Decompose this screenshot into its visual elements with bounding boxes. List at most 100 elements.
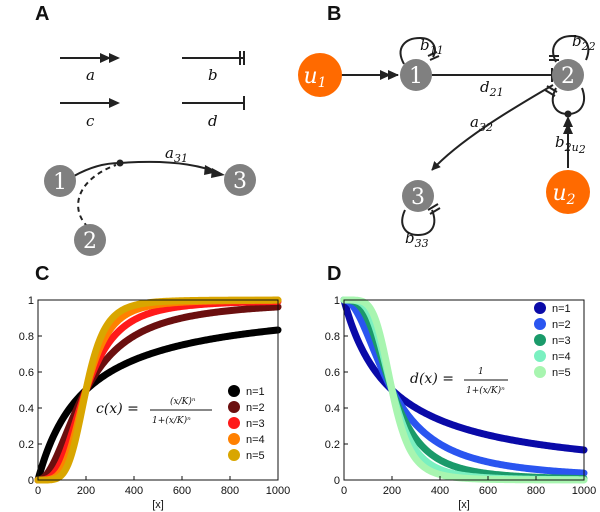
edge-label-d21: d21 [480, 78, 504, 99]
example-edge-2-to-junction [77, 164, 117, 228]
self-loop-b33 [401, 209, 436, 237]
node-2 [552, 59, 584, 91]
example-node-2-label: 2 [83, 229, 97, 254]
legend-swatch-n=4 [228, 433, 240, 445]
legend-swatch-n=2 [228, 401, 240, 413]
edge-label-a32: a32 [470, 113, 493, 134]
edge-type-c-icon [60, 98, 120, 108]
y-tick-label: 1 [334, 295, 340, 307]
edge-type-c-label: c [86, 112, 95, 130]
example-node-2 [74, 224, 106, 256]
example-arrowhead-2 [211, 168, 225, 178]
edge-u1-arrowhead-2 [388, 70, 399, 80]
y-tick-label: 0 [334, 475, 340, 487]
y-tick-label: 0.8 [325, 331, 340, 343]
input-node-u1 [298, 53, 342, 97]
formula-c-denominator: 1+(x/K)ⁿ [152, 415, 191, 426]
y-tick-label: 0.2 [19, 439, 34, 451]
legend-label-n=1: n=1 [552, 303, 571, 315]
legend-label-n=2: n=2 [246, 402, 265, 414]
legend-swatch-n=1 [228, 385, 240, 397]
legend-swatch-n=3 [534, 334, 546, 346]
formula-d-denominator: 1+(x/K)ⁿ [466, 385, 505, 396]
formula-c: c(x) = (x/K)ⁿ 1+(x/K)ⁿ [96, 396, 212, 426]
legend-swatch-n=5 [228, 449, 240, 461]
legend-label-n=3: n=3 [552, 335, 571, 347]
legend-swatch-n=4 [534, 350, 546, 362]
x-tick-label: 200 [77, 485, 95, 497]
legend-label-n=3: n=3 [246, 418, 265, 430]
node-2-label: 2 [561, 64, 575, 89]
x-tick-label: 800 [221, 485, 239, 497]
edge-2-to-3 [431, 84, 554, 171]
node-3 [402, 180, 434, 212]
y-tick-label: 0.4 [325, 403, 340, 415]
example-node-3-label: 3 [233, 169, 247, 194]
edge-u2-arrowhead-2 [563, 116, 573, 127]
legend-label-n=5: n=5 [246, 450, 265, 462]
edge-u1-arrowhead-1 [380, 70, 391, 80]
plot-frame [37, 299, 279, 481]
edge-type-d-label: d [208, 112, 218, 130]
y-tick-label: 1 [28, 295, 34, 307]
formula-d: d(x) = 1 1+(x/K)ⁿ [410, 367, 508, 396]
x-axis-label: [x] [458, 499, 470, 511]
edge-type-a-label: a [86, 66, 95, 84]
example-edge-junction-to-3 [119, 160, 220, 174]
self-loop-b33-bar-1 [427, 203, 439, 211]
legend-label-n=2: n=2 [552, 319, 571, 331]
plot-frame [343, 299, 585, 481]
edge-type-b-label: b [208, 66, 218, 84]
x-tick-label: 1000 [572, 485, 596, 497]
legend-label-n=4: n=4 [552, 351, 571, 363]
y-tick-label: 0.6 [19, 367, 34, 379]
legend-label-n=4: n=4 [246, 434, 265, 446]
x-tick-label: 600 [479, 485, 497, 497]
example-edge-label: a31 [165, 144, 188, 165]
y-tick-label: 0.6 [325, 367, 340, 379]
input-node-u2-label: u2 [552, 181, 575, 208]
node-1 [400, 59, 432, 91]
node-3-label: 3 [411, 185, 425, 210]
y-tick-label: 0 [28, 475, 34, 487]
example-node-1 [44, 165, 76, 197]
example-edge-1-to-junction [73, 162, 121, 177]
edge-label-b22: b22 [572, 32, 596, 53]
x-tick-label: 800 [527, 485, 545, 497]
x-axis-label: [x] [152, 499, 164, 511]
input-node-u1-label: u1 [303, 64, 326, 91]
self-loop-lower-bar-2 [544, 89, 556, 97]
edge-label-b2u2: b2u2 [555, 133, 586, 156]
formula-c-lhs: c(x) = [96, 401, 139, 417]
edge-type-b-icon [182, 51, 245, 65]
edge-type-d-icon [182, 96, 245, 110]
legend-label-n=1: n=1 [246, 386, 265, 398]
x-tick-label: 600 [173, 485, 191, 497]
panel-label-d: D [327, 263, 341, 285]
legend-swatch-n=5 [534, 366, 546, 378]
x-tick-label: 200 [383, 485, 401, 497]
panel-label-b: B [327, 3, 341, 25]
edge-label-b33: b33 [405, 229, 429, 250]
self-loop-lower-2 [551, 87, 586, 116]
edge-type-a-icon [60, 53, 120, 63]
example-node-3 [224, 164, 256, 196]
self-loop-b11-bar-1 [427, 51, 438, 57]
legend-label-n=5: n=5 [552, 367, 571, 379]
self-loop-b11-bar-2 [429, 55, 440, 61]
y-tick-label: 0.2 [325, 439, 340, 451]
panel-label-c: C [35, 263, 49, 285]
junction-u2-dot [564, 110, 572, 118]
panel-label-a: A [35, 3, 49, 25]
self-loop-b33-bar-2 [429, 207, 441, 215]
chart-d: 0 200 400 600 800 1000 0 0.2 0.4 0.6 0.8 1 [x] n=1 n=2… [325, 295, 597, 511]
edge-u2-arrowhead-1 [563, 123, 573, 134]
y-tick-label: 0.8 [19, 331, 34, 343]
node-1-label: 1 [409, 64, 423, 89]
x-tick-label: 0 [35, 485, 41, 497]
y-tick-label: 0.4 [19, 403, 34, 415]
legend-swatch-n=3 [228, 417, 240, 429]
formula-d-numerator: 1 [478, 367, 484, 377]
self-loop-b22 [552, 34, 590, 63]
